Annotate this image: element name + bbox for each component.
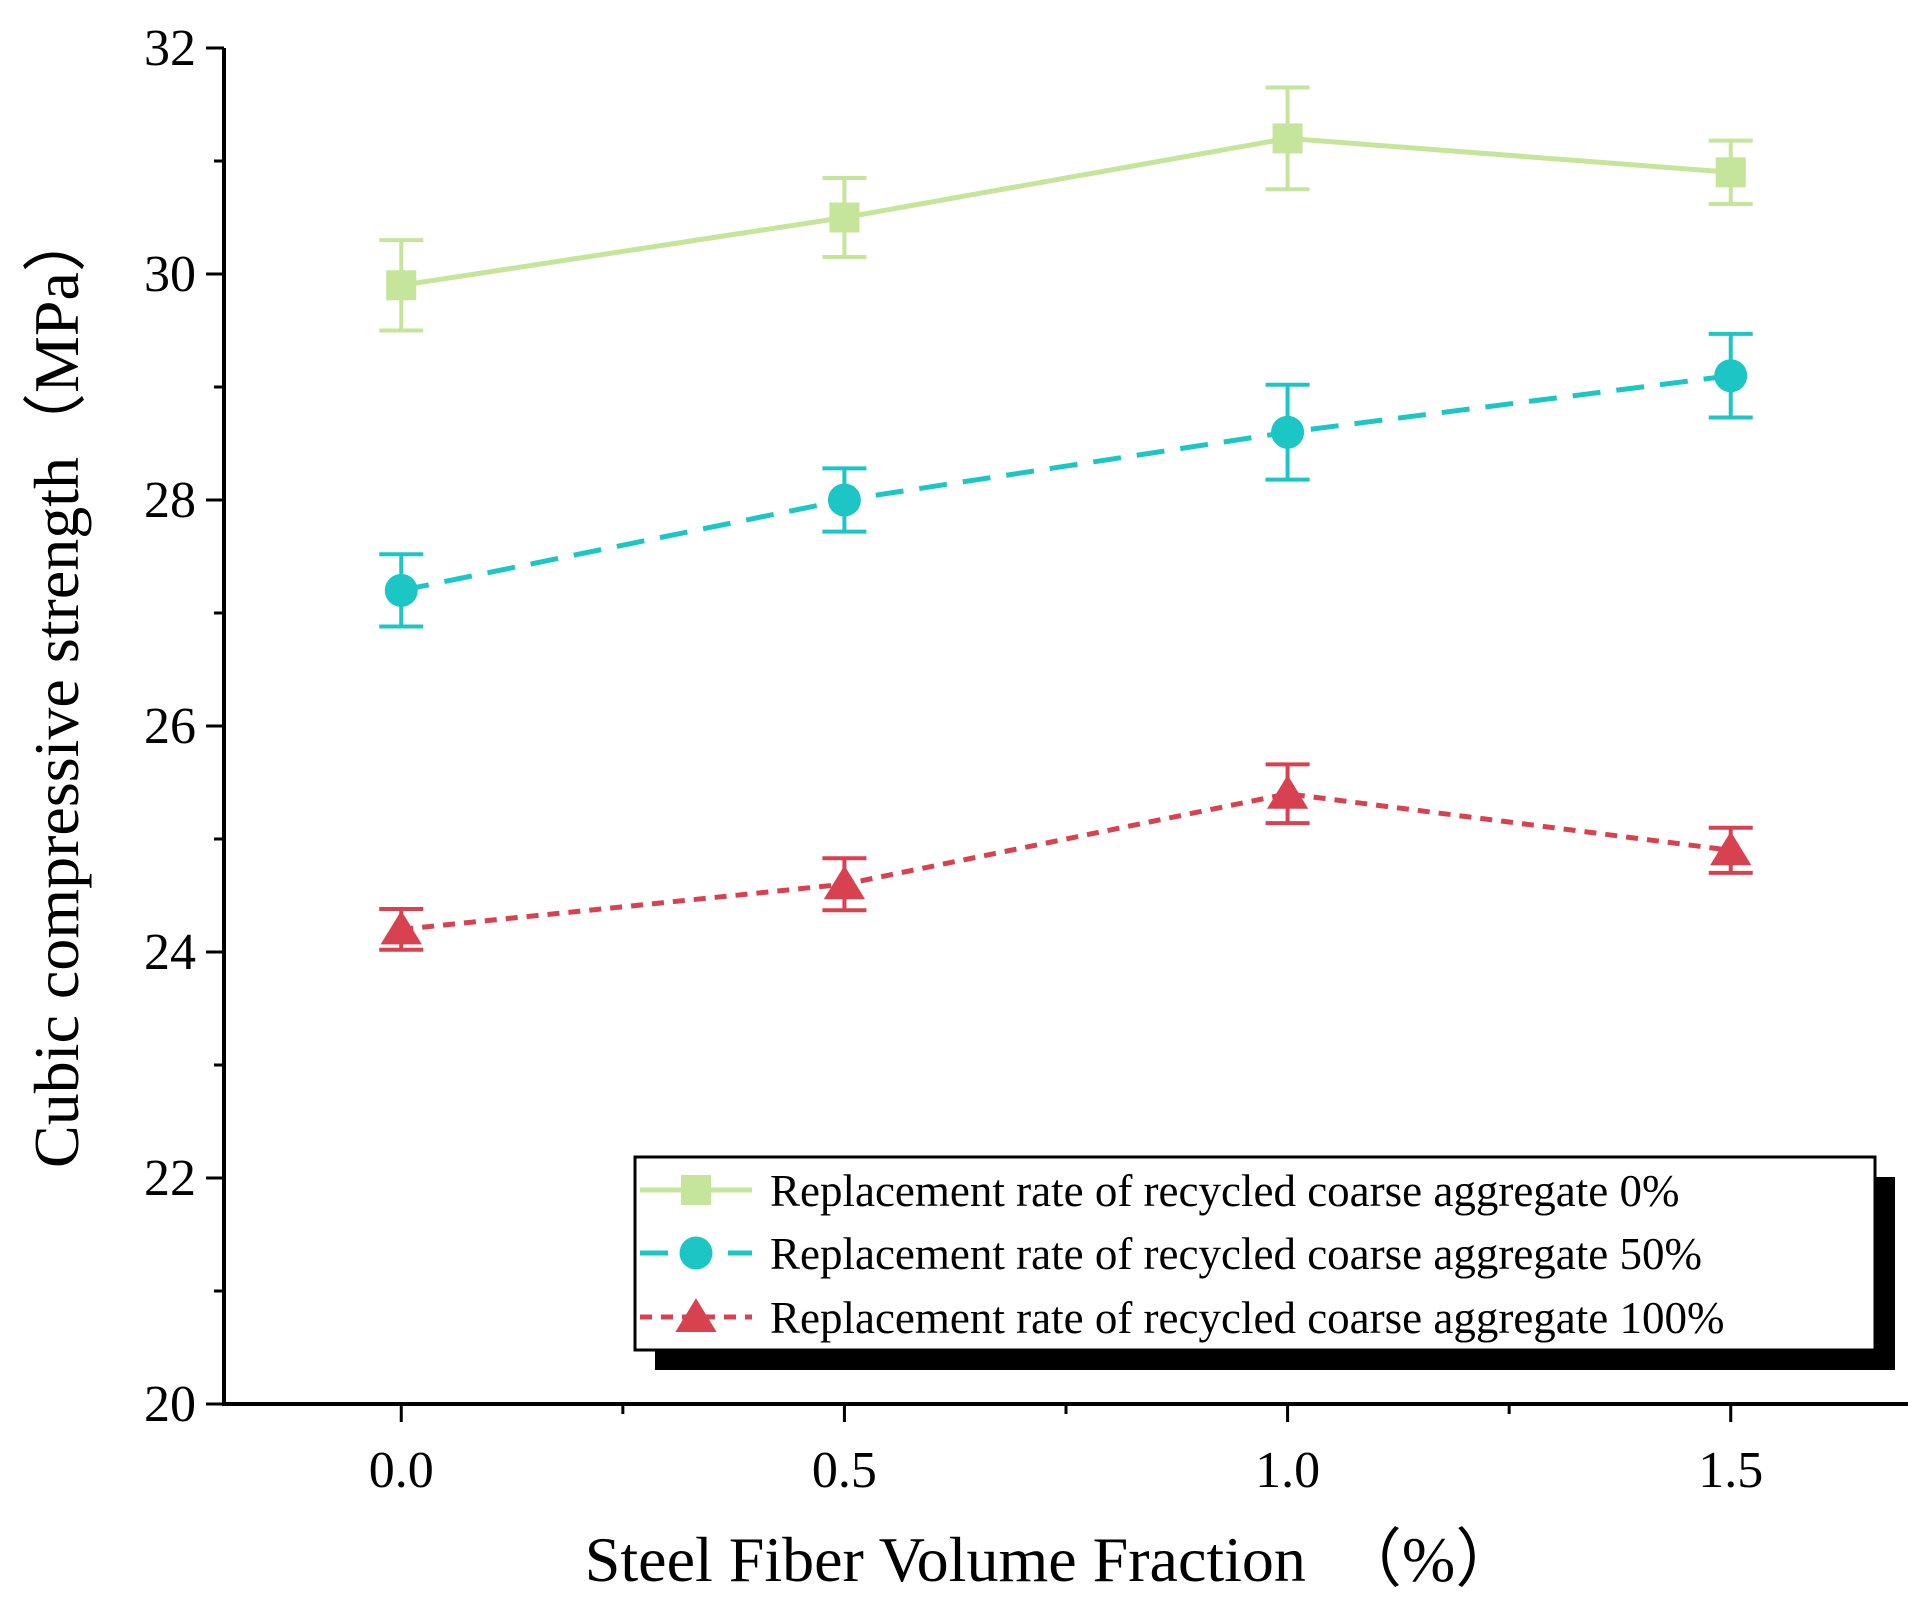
y-tick-label: 30 (144, 246, 196, 303)
plot-area (379, 85, 1753, 952)
axes: 20 22 24 26 28 30 32 0.0 0.5 1.0 1.5 (144, 20, 1908, 1499)
circle-marker (1271, 415, 1305, 449)
y-tick-label: 24 (144, 924, 196, 981)
triangle-marker (823, 865, 866, 900)
square-marker (1715, 157, 1746, 188)
circle-marker (384, 573, 418, 607)
legend: Replacement rate of recycled coarse aggr… (633, 1155, 1895, 1370)
series-line (400, 373, 1732, 593)
series-line (401, 791, 1732, 932)
legend-box (633, 1155, 1877, 1352)
square-marker (829, 202, 860, 233)
legend-label: Replacement rate of recycled coarse aggr… (770, 1166, 1679, 1216)
x-tick-label: 1.0 (1255, 1442, 1320, 1499)
series-2 (379, 331, 1753, 629)
y-tick-label: 32 (144, 20, 196, 77)
series-3 (379, 762, 1753, 952)
y-tick-label: 20 (144, 1376, 196, 1433)
triangle-marker (380, 910, 422, 945)
square-marker (681, 1175, 711, 1205)
legend-label: Replacement rate of recycled coarse aggr… (770, 1229, 1702, 1279)
triangle-marker (675, 1298, 717, 1332)
series-line (400, 135, 1731, 288)
square-marker (386, 270, 417, 301)
y-tick-label: 26 (144, 698, 196, 755)
y-axis-title: Cubic compressive strength（MPa） (21, 208, 92, 1168)
legend-label: Replacement rate of recycled coarse aggr… (770, 1293, 1724, 1343)
square-marker (1272, 123, 1303, 154)
x-tick-label: 1.5 (1698, 1442, 1763, 1499)
triangle-marker (1710, 831, 1752, 866)
x-tick-label: 0.5 (812, 1442, 877, 1499)
triangle-marker (1266, 775, 1309, 809)
x-tick-label: 0.0 (369, 1442, 434, 1499)
series-1 (379, 85, 1753, 333)
circle-marker (827, 483, 861, 517)
circle-marker (679, 1236, 713, 1270)
circle-marker (1714, 359, 1748, 393)
y-tick-label: 22 (144, 1150, 196, 1207)
x-axis-title: Steel Fiber Volume Fraction （%） (585, 1524, 1519, 1595)
y-tick-label: 28 (144, 472, 196, 529)
